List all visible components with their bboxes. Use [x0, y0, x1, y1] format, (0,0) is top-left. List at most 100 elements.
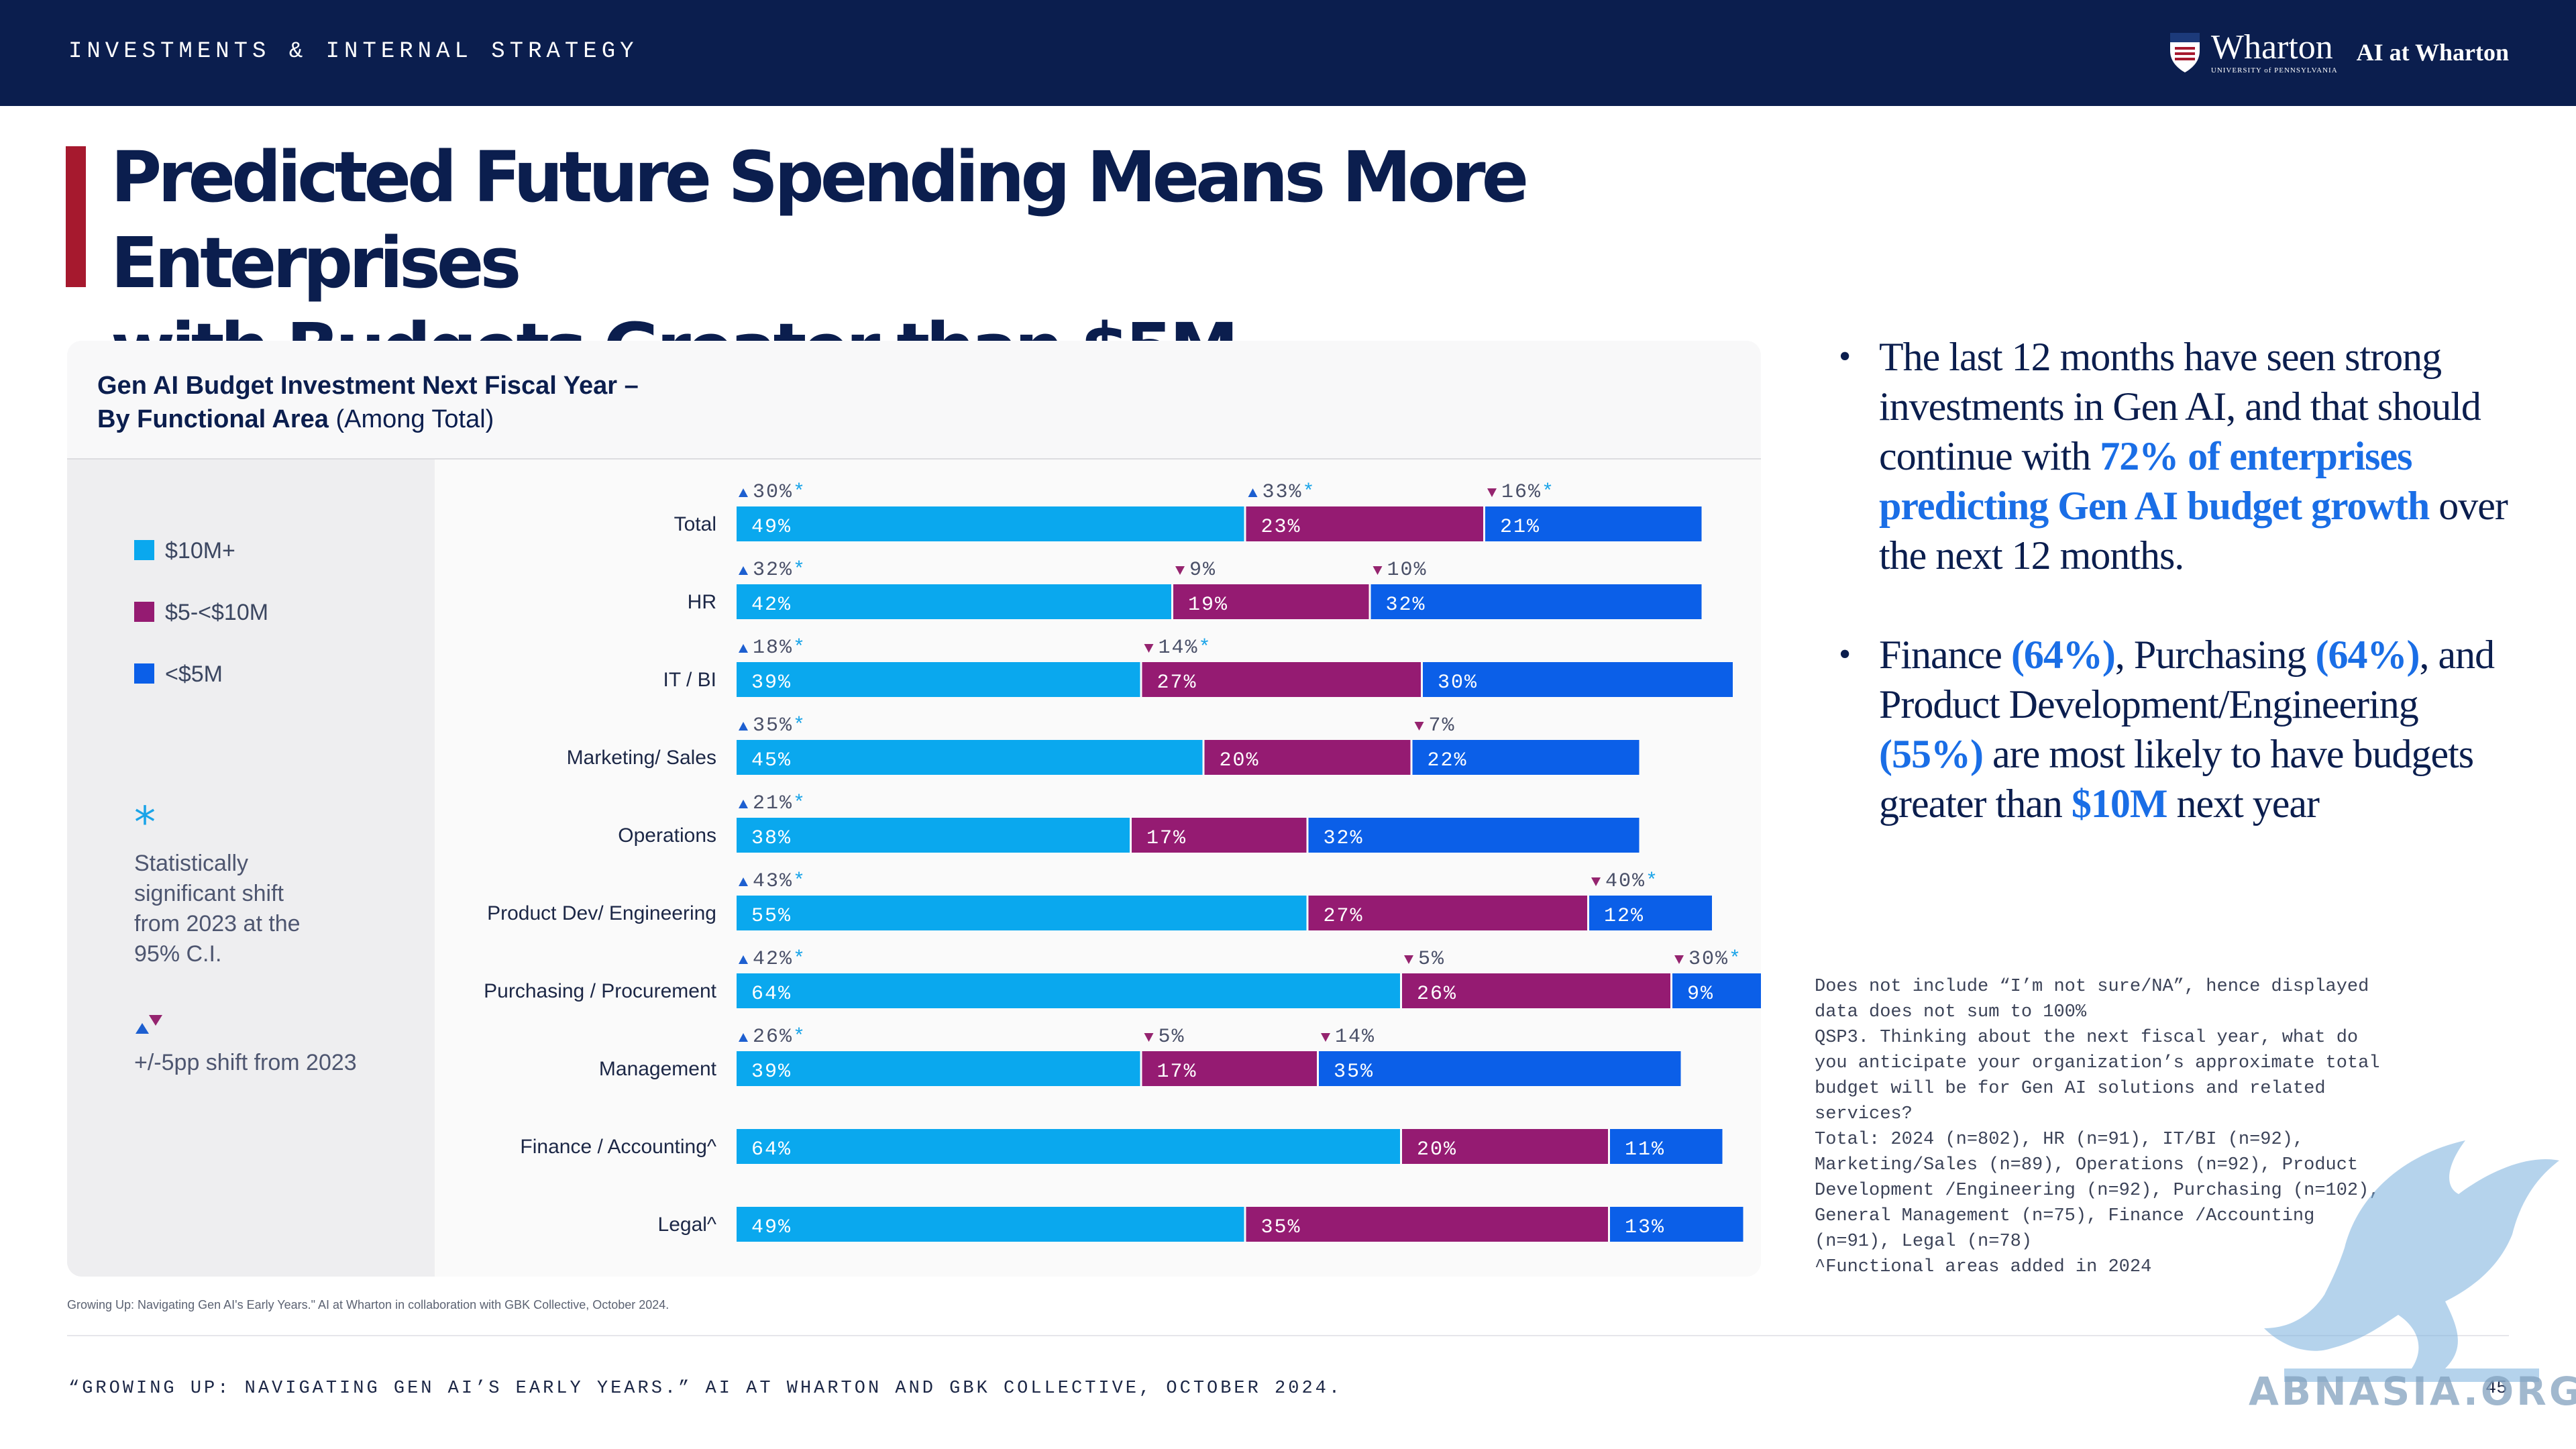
bullet-highlight: (64%): [2010, 633, 2116, 677]
key-takeaways: • The last 12 months have seen strong inv…: [1835, 332, 2519, 828]
chart-header: Gen AI Budget Investment Next Fiscal Yea…: [67, 341, 1761, 460]
shift-up-arrow-icon: [739, 877, 748, 886]
bar-segment: [737, 1051, 1140, 1086]
bar-value-label: 39%: [751, 672, 792, 694]
bar-value-label: 42%: [751, 594, 792, 616]
bullet-text: Finance: [1879, 633, 2011, 677]
bar-value-label: 11%: [1625, 1138, 1665, 1161]
methodology-footnote: Does not include “I’m not sure/NA”, henc…: [1815, 977, 2380, 1277]
bar-segment: [1412, 740, 1640, 775]
significance-star-icon: *: [134, 798, 156, 848]
bar-segment: [1142, 662, 1421, 697]
chart-card: Gen AI Budget Investment Next Fiscal Yea…: [67, 341, 1761, 1277]
shift-down-arrow-icon: [1175, 566, 1185, 575]
shift-label: 14%: [1335, 1026, 1375, 1049]
category-label: Total: [674, 513, 716, 535]
significance-star-icon: *: [793, 481, 806, 504]
bar-segment: [1423, 662, 1733, 697]
bar-value-label: 13%: [1625, 1216, 1665, 1239]
shift-label: 35%*: [753, 714, 806, 737]
bar-value-label: 21%: [1500, 516, 1540, 539]
bullet-highlight: 72% of enterprises predicting Gen AI bud…: [1879, 434, 2430, 528]
category-label: IT / BI: [663, 669, 716, 691]
bullet-text: The last 12 months have seen strong inve…: [1879, 335, 2481, 478]
bar-segment: [1589, 896, 1712, 930]
shift-down-arrow-icon: [1487, 488, 1497, 497]
bar-value-label: 38%: [751, 827, 792, 850]
bullet-text: , Purchasing: [2114, 633, 2316, 677]
chart-title-line1: Gen AI Budget Investment Next Fiscal Yea…: [97, 372, 639, 400]
bar-segment: [1246, 1207, 1608, 1242]
bar-segment: [1142, 1051, 1317, 1086]
shift-up-arrow-icon: [739, 488, 748, 497]
shift-up-arrow-icon: [739, 644, 748, 653]
shift-label: 16%*: [1501, 481, 1555, 504]
bar-value-label: 64%: [751, 983, 792, 1006]
shift-up-arrow-icon: [739, 1033, 748, 1042]
bar-value-label: 12%: [1604, 905, 1644, 928]
legend-swatch-5-10m: [134, 602, 154, 622]
legend-swatch-10m-plus: [134, 540, 154, 560]
bullet-item: • Finance (64%), Purchasing (64%), and Pr…: [1835, 630, 2519, 828]
significance-star-icon: *: [793, 948, 806, 971]
chart-title: Gen AI Budget Investment Next Fiscal Yea…: [97, 369, 639, 436]
legend-label-5-10m: $5-<$10M: [165, 600, 269, 625]
shift-down-arrow-icon: [1674, 955, 1684, 964]
bar-value-label: 22%: [1428, 749, 1468, 772]
shift-label: 5%: [1159, 1026, 1185, 1049]
penn-shield-icon: [2169, 33, 2200, 72]
bullet-text: next year: [2167, 782, 2320, 826]
footer-citation: “GROWING UP: NAVIGATING GEN AI’S EARLY Y…: [68, 1379, 1343, 1399]
bar-value-label: 26%: [1417, 983, 1457, 1006]
significance-star-icon: *: [793, 1026, 806, 1049]
page-title-line1: Predicted Future Spending Means More Ent…: [111, 136, 1529, 304]
bar-value-label: 30%: [1438, 672, 1478, 694]
legend-significance-text: Statistically significant shift from 202…: [134, 851, 301, 967]
legend-swatch-under-5m: [134, 663, 154, 684]
significance-star-icon: *: [793, 637, 806, 659]
shift-down-arrow-icon: [1144, 1033, 1154, 1042]
griffin-watermark-icon: [2264, 1140, 2559, 1382]
bullet-dot-icon: •: [1839, 635, 1851, 674]
bullet-dot-icon: •: [1839, 337, 1851, 376]
significance-star-icon: *: [1542, 481, 1555, 504]
legend-panel: $10M+ $5-<$10M <$5M * Statistically sign…: [67, 460, 435, 1277]
shift-label: 42%*: [753, 948, 806, 971]
shift-label: 40%*: [1605, 870, 1659, 893]
shift-label: 21%*: [753, 792, 806, 815]
bar-value-label: 17%: [1157, 1061, 1197, 1083]
bar-segment: [737, 1207, 1244, 1242]
bar-segment: [1308, 818, 1640, 853]
shift-label: 32%*: [753, 559, 806, 582]
shift-down-arrow-icon: [1373, 566, 1383, 575]
category-label: Legal^: [658, 1214, 716, 1236]
bullet-text: , and Product Development/Engineering: [1879, 633, 2495, 727]
wharton-subtitle: UNIVERSITY of PENNSYLVANIA: [2210, 66, 2338, 74]
shift-up-arrow-icon: [739, 722, 748, 731]
shift-down-arrow-icon: [1404, 955, 1413, 964]
shift-label: 7%: [1429, 714, 1456, 737]
chart-source-note: Growing Up: Navigating Gen AI's Early Ye…: [67, 1298, 669, 1311]
bar-value-label: 19%: [1188, 594, 1228, 616]
watermark-text: ABNASIA.ORG: [2249, 1368, 2576, 1414]
bar-value-label: 9%: [1687, 983, 1714, 1006]
shift-label: 43%*: [753, 870, 806, 893]
shift-label: 9%: [1189, 559, 1216, 582]
footer-divider: [67, 1335, 2509, 1336]
shift-label: 26%*: [753, 1026, 806, 1049]
bar-value-label: 35%: [1261, 1216, 1301, 1239]
bar-segment: [1485, 506, 1702, 541]
bar-segment: [737, 896, 1307, 930]
bar-segment: [737, 740, 1203, 775]
category-label: Product Dev/ Engineering: [487, 902, 716, 924]
bar-segment: [737, 506, 1244, 541]
shift-down-arrow-icon: [1144, 644, 1154, 653]
bar-segment: [737, 818, 1130, 853]
bar-value-label: 39%: [751, 1061, 792, 1083]
bar-segment: [1204, 740, 1411, 775]
bar-value-label: 45%: [751, 749, 792, 772]
shift-down-arrow-icon: [1321, 1033, 1330, 1042]
legend-shift-text: +/-5pp shift from 2023: [134, 1050, 357, 1075]
bar-segment: [1132, 818, 1307, 853]
bar-segment: [1672, 973, 1761, 1008]
